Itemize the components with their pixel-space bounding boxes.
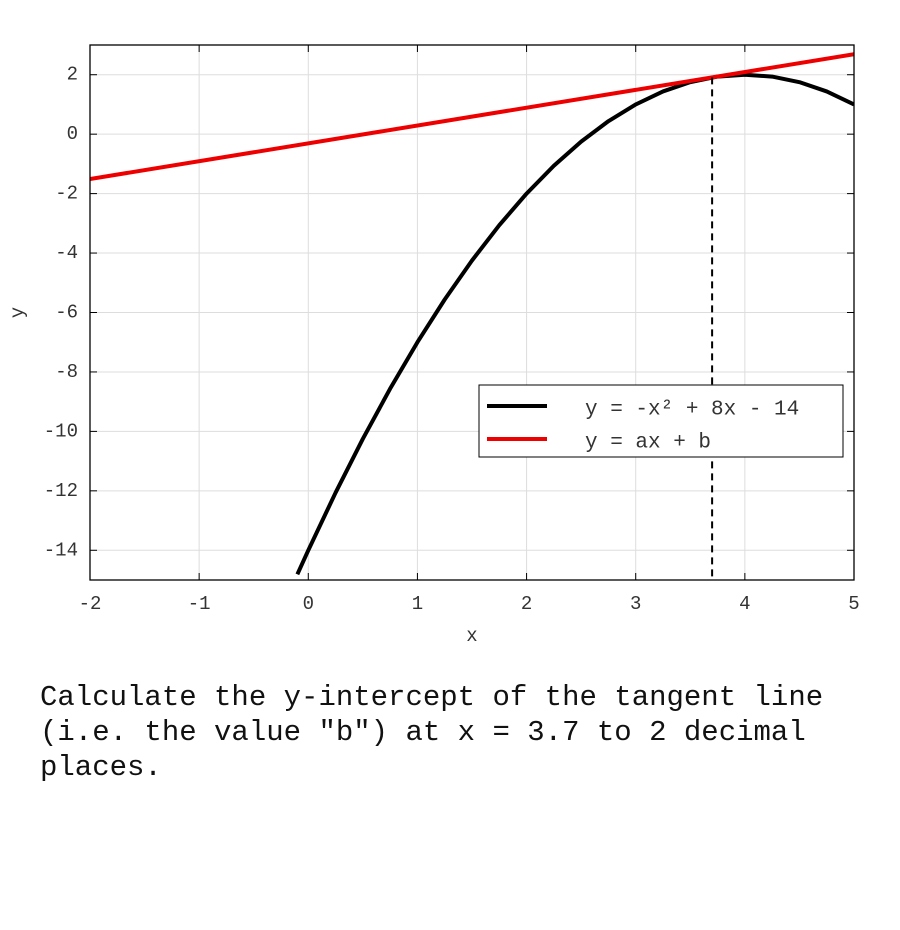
legend-label: y = -x² + 8x - 14 [585,399,799,422]
series-line [90,52,854,182]
y-tick-label: 2 [67,64,78,86]
legend-label: y = ax + b [585,432,711,455]
x-tick-label: 3 [630,593,641,615]
legend-box [478,384,844,458]
y-axis-label: y [7,307,29,318]
x-tick-label: -1 [188,593,211,615]
x-tick-label: 4 [739,593,750,615]
y-tick-label: -6 [55,302,78,324]
x-axis-label: x [466,625,477,647]
y-tick-label: -8 [55,361,78,383]
y-tick-label: -12 [44,480,78,502]
y-tick-label: -4 [55,242,78,264]
y-tick-label: -10 [44,420,78,442]
y-tick-label: -14 [44,539,78,561]
plot-frame [89,44,855,581]
series-line [295,72,854,576]
y-tick-label: -2 [55,183,78,205]
x-tick-label: 5 [848,593,859,615]
x-tick-label: -2 [79,593,102,615]
y-tick-label: 0 [67,123,78,145]
x-tick-label: 1 [412,593,423,615]
question-text: Calculate the y-intercept of the tangent… [40,681,824,784]
x-tick-label: 0 [303,593,314,615]
x-tick-label: 2 [521,593,532,615]
